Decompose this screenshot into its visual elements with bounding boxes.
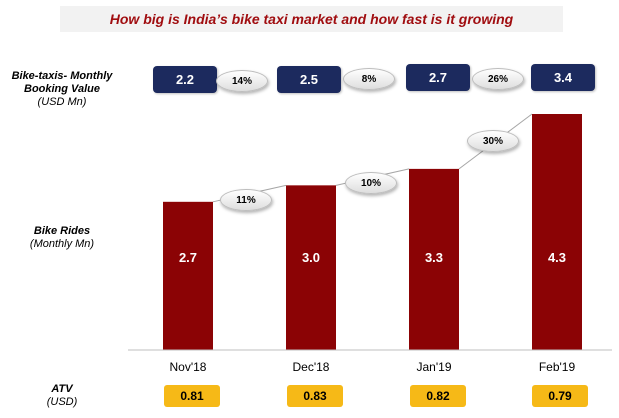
booking-row-label: Bike-taxis- Monthly Booking Value (USD M… xyxy=(6,70,118,109)
rides-growth-1: 11% xyxy=(220,189,272,211)
bar-value-label-3: 4.3 xyxy=(548,250,566,265)
atv-row-label: ATV (USD) xyxy=(6,383,118,409)
rides-label-title: Bike Rides xyxy=(33,225,91,237)
booking-growth-3: 26% xyxy=(472,68,524,90)
rides-growth-3: 30% xyxy=(467,130,519,152)
bar-value-label-1: 3.0 xyxy=(302,250,320,265)
bar-2 xyxy=(409,168,459,350)
x-tick-label-1: Dec'18 xyxy=(293,360,330,374)
booking-growth-1: 14% xyxy=(216,70,268,92)
atv-label-unit: (USD) xyxy=(46,396,78,408)
bar-value-label-2: 3.3 xyxy=(425,250,443,265)
booking-label-unit: (USD Mn) xyxy=(37,96,87,108)
labels-group: 2.7 Nov'18 3.0 Dec'18 3.3 Jan'19 4.3 Feb'19 xyxy=(170,250,576,374)
x-tick-label-2: Jan'19 xyxy=(417,360,452,374)
x-tick-label-0: Nov'18 xyxy=(170,360,207,374)
atv-value-nov: 0.81 xyxy=(164,385,220,407)
atv-label-title: ATV xyxy=(51,383,73,395)
rides-row-label: Bike Rides (Monthly Mn) xyxy=(6,225,118,251)
x-tick-label-3: Feb'19 xyxy=(539,360,576,374)
atv-value-feb: 0.79 xyxy=(532,385,588,407)
chart-title-text: How big is India’s bike taxi market and … xyxy=(109,11,514,27)
bar-0 xyxy=(163,201,213,350)
atv-value-dec: 0.83 xyxy=(287,385,343,407)
rides-growth-2: 10% xyxy=(345,172,397,194)
bars-group xyxy=(163,114,582,350)
booking-label-line2: Booking Value xyxy=(24,83,100,95)
booking-value-feb: 3.4 xyxy=(531,64,595,91)
booking-value-nov: 2.2 xyxy=(153,66,217,93)
booking-label-line1: Bike-taxis- Monthly xyxy=(11,70,113,82)
bar-1 xyxy=(286,185,336,350)
bar-3 xyxy=(532,114,582,350)
rides-label-unit: (Monthly Mn) xyxy=(29,238,95,250)
chart-title: How big is India’s bike taxi market and … xyxy=(60,6,563,32)
atv-value-jan: 0.82 xyxy=(410,385,466,407)
booking-growth-2: 8% xyxy=(343,68,395,90)
bar-value-label-0: 2.7 xyxy=(179,250,197,265)
booking-value-dec: 2.5 xyxy=(277,66,341,93)
booking-value-jan: 2.7 xyxy=(406,64,470,91)
